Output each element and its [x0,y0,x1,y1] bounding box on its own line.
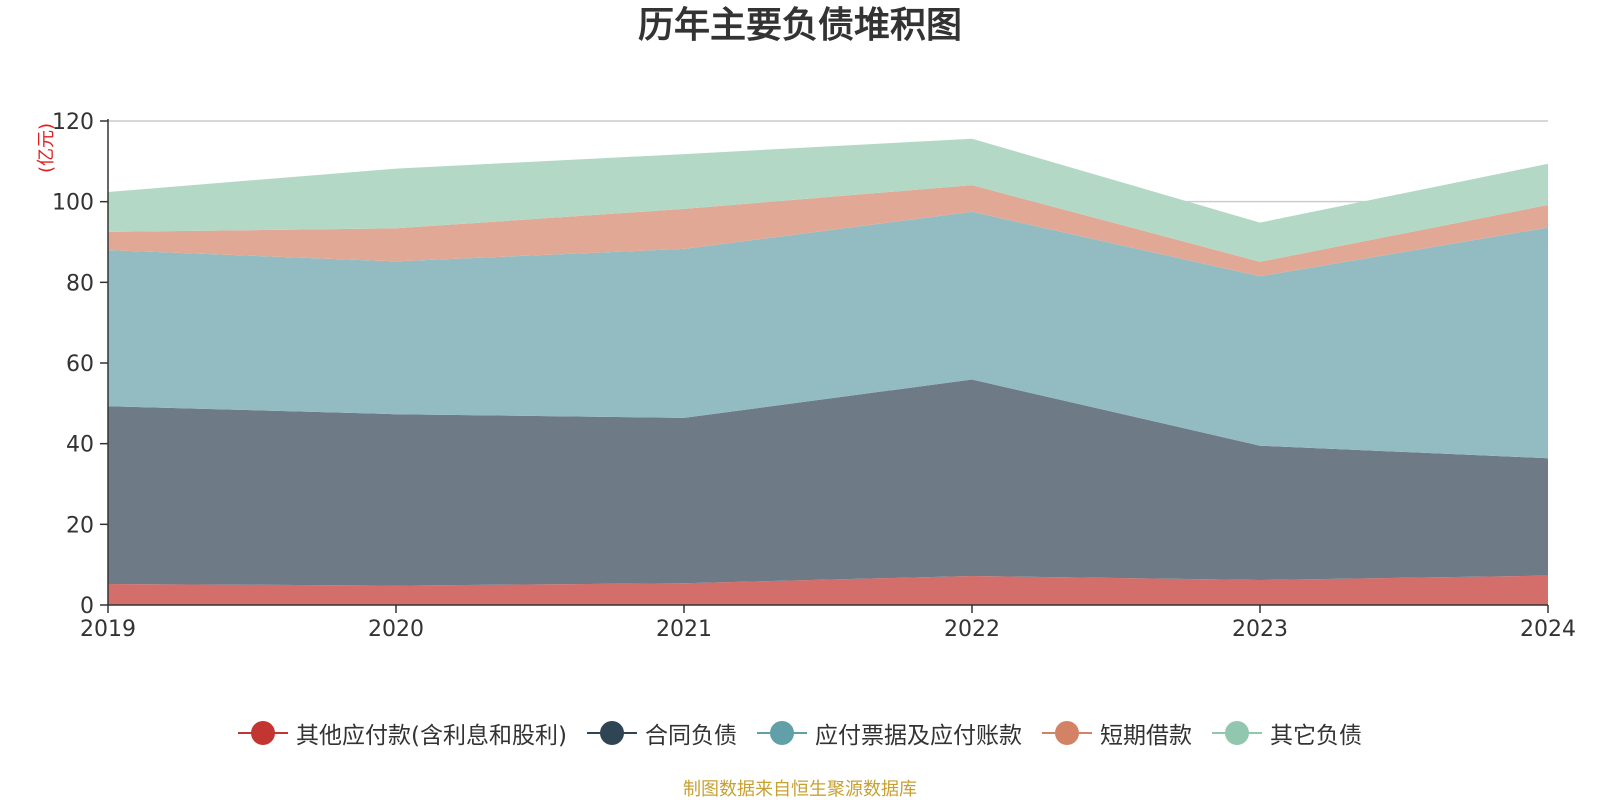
x-tick-label: 2022 [944,617,1000,642]
legend-marker [1211,721,1262,745]
x-tick-label: 2021 [656,617,712,642]
x-tick-label: 2020 [368,617,424,642]
source-note: 制图数据来自恒生聚源数据库 [683,779,917,800]
legend-marker [756,721,807,745]
y-tick-label: 100 [52,191,94,216]
x-tick-label: 2019 [80,617,136,642]
legend-item-1[interactable]: 其他应付款(含利息和股利) [238,716,567,750]
chart-title: 历年主要负债堆积图 [637,5,962,46]
legend-item-4[interactable]: 短期借款 [1041,716,1192,750]
legend-marker [586,721,637,745]
legend-item-5[interactable]: 其它负债 [1211,716,1362,750]
y-tick-label: 120 [52,110,94,135]
legend-marker [238,721,289,745]
legend-item-2[interactable]: 合同负债 [586,716,737,750]
legend-label: 短期借款 [1099,723,1192,749]
area-series-2 [108,379,1548,586]
y-tick-label: 20 [66,513,94,538]
area-series-3 [108,211,1548,459]
y-tick-label: 40 [66,433,94,458]
legend-marker [1041,721,1092,745]
legend-label: 其它负债 [1269,723,1362,749]
y-axis-unit-label: (亿元) [36,123,57,173]
y-tick-label: 0 [80,594,94,619]
legend-label: 其他应付款(含利息和股利) [296,723,567,749]
axes: 0 20 40 60 80 100 120 2019 2020 2021 2022 2023 2024 [52,110,1576,642]
area-series-5 [108,138,1548,262]
legend-label: 合同负债 [644,723,737,749]
legend-label: 应付票据及应付账款 [814,723,1022,749]
x-tick-label: 2023 [1232,617,1288,642]
area-series [108,138,1548,605]
area-series-4 [108,185,1548,277]
y-tick-label: 80 [66,271,94,296]
legend-item-3[interactable]: 应付票据及应付账款 [756,716,1022,750]
y-tick-label: 60 [66,352,94,377]
area-series-1 [108,575,1548,605]
legend: 其他应付款(含利息和股利) 合同负债 应付票据及应付账款 短期借款 其它负债 [0,716,1600,750]
x-tick-label: 2024 [1520,617,1576,642]
